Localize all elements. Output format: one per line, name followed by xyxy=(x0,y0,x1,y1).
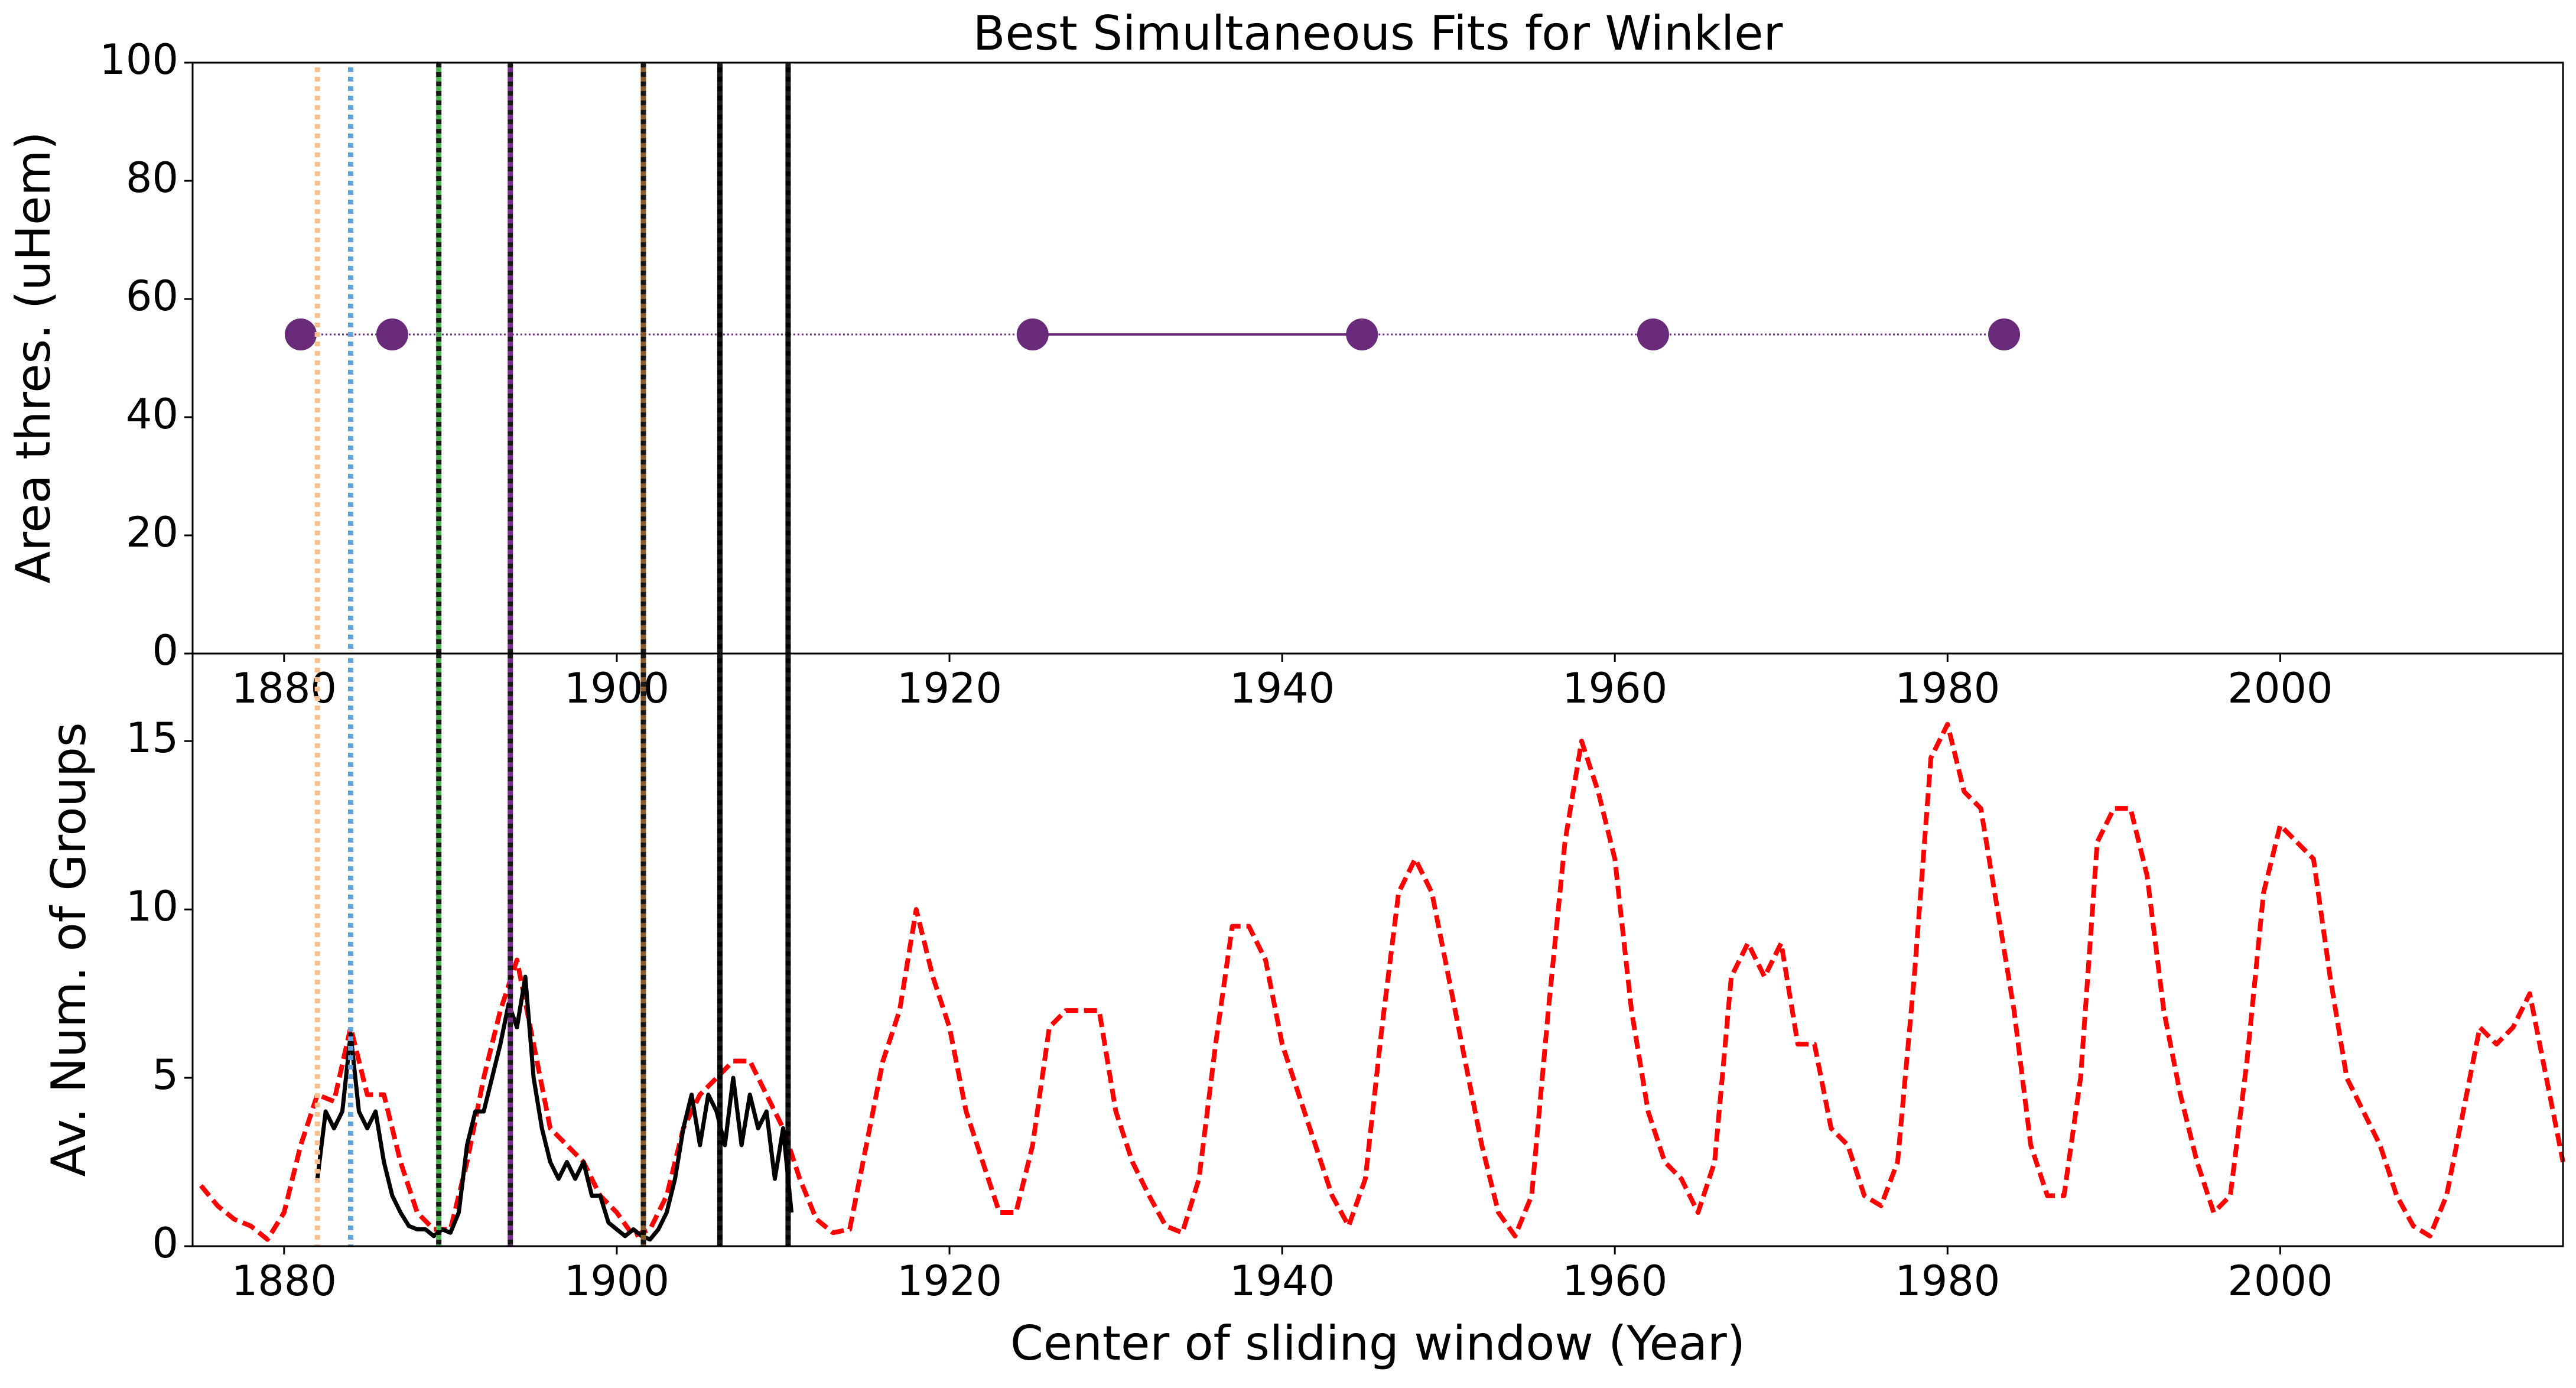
x-tick-label: 2000 xyxy=(2227,664,2333,713)
y-tick-label: 40 xyxy=(126,390,178,438)
y-tick-label: 0 xyxy=(152,626,178,675)
series-line xyxy=(199,721,2565,1242)
series-line xyxy=(315,974,794,1242)
y-tick-label: 80 xyxy=(126,154,178,202)
y-tick-label: 20 xyxy=(126,508,178,557)
x-tick-label: 1900 xyxy=(564,664,669,713)
y-tick-label: 100 xyxy=(99,35,178,84)
point xyxy=(285,318,317,350)
x-tick-label: 1920 xyxy=(897,664,1002,713)
chart-title: Best Simultaneous Fits for Winkler xyxy=(973,6,1783,61)
y-tick-label: 0 xyxy=(152,1219,178,1267)
y-axis-label: Av. Num. of Groups xyxy=(41,722,96,1176)
y-axis-label: Area thres. (uHem) xyxy=(6,132,61,584)
point xyxy=(1346,318,1378,350)
x-tick-label: 1980 xyxy=(1895,664,2000,713)
x-tick-label: 1900 xyxy=(564,1257,669,1305)
point xyxy=(1016,318,1049,350)
x-tick-label: 2000 xyxy=(2227,1257,2333,1305)
point xyxy=(376,318,408,350)
point xyxy=(1988,318,2021,350)
x-tick-label: 1940 xyxy=(1230,1257,1335,1305)
x-axis-label: Center of sliding window (Year) xyxy=(1010,1316,1745,1371)
x-tick-label: 1960 xyxy=(1562,664,1667,713)
x-tick-label: 1920 xyxy=(897,1257,1002,1305)
y-tick-label: 15 xyxy=(126,714,178,762)
plot-frame xyxy=(191,652,2564,1247)
x-tick-label: 1940 xyxy=(1230,664,1335,713)
x-tick-label: 1880 xyxy=(232,1257,337,1305)
y-tick-label: 10 xyxy=(126,882,178,931)
plot-frame xyxy=(191,61,2564,655)
x-tick-label: 1880 xyxy=(232,664,337,713)
x-tick-label: 1960 xyxy=(1562,1257,1667,1305)
x-tick-label: 1980 xyxy=(1895,1257,2000,1305)
y-tick-label: 60 xyxy=(126,272,178,320)
y-tick-label: 5 xyxy=(152,1051,178,1099)
point xyxy=(1637,318,1669,350)
